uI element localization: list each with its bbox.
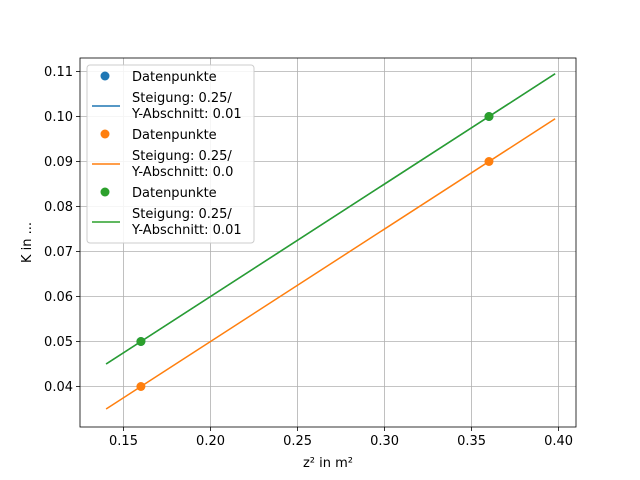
legend-marker-series-1 <box>100 71 110 81</box>
legend-fit-label-line1: Steigung: 0.25/ <box>132 149 232 164</box>
legend-box <box>86 64 255 244</box>
x-tick-label: 0.40 <box>544 434 573 449</box>
x-tick-label: 0.15 <box>109 434 138 449</box>
legend-fit-label-line1: Steigung: 0.25/ <box>132 91 232 106</box>
y-tick-label: 0.04 <box>44 380 73 395</box>
y-tick-label: 0.11 <box>44 65 73 80</box>
x-axis-label: z² in m² <box>303 456 353 471</box>
legend-marker-series-3 <box>100 187 110 197</box>
fit-line-series-2 <box>105 118 556 410</box>
y-tick-label: 0.06 <box>44 290 73 305</box>
legend-marker-series-2 <box>100 129 110 139</box>
y-tick-label: 0.07 <box>44 245 73 260</box>
y-tick-label: 0.09 <box>44 155 73 170</box>
legend-fit-label-line2: Y-Abschnitt: 0.01 <box>131 223 242 238</box>
x-tick-label: 0.20 <box>196 434 225 449</box>
y-tick-label: 0.10 <box>44 110 73 125</box>
plot-frame <box>79 57 577 428</box>
data-point-series-2 <box>484 157 494 166</box>
legend-scatter-label: Datenpunkte <box>132 186 217 201</box>
y-tick-label: 0.05 <box>44 335 73 350</box>
data-point-series-3 <box>136 337 146 346</box>
legend-fit-label-line2: Y-Abschnitt: 0.01 <box>131 107 242 122</box>
x-tick-label: 0.30 <box>370 434 399 449</box>
fit-line-series-3 <box>105 73 556 365</box>
data-point-series-2 <box>136 382 146 391</box>
legend-scatter-label: Datenpunkte <box>132 128 217 143</box>
y-tick-label: 0.08 <box>44 200 73 215</box>
y-axis-label: K in ... <box>20 222 35 263</box>
legend-fit-label-line2: Y-Abschnitt: 0.0 <box>131 165 233 180</box>
x-tick-label: 0.35 <box>457 434 486 449</box>
legend-scatter-label: Datenpunkte <box>132 70 217 85</box>
x-tick-label: 0.25 <box>283 434 312 449</box>
data-point-series-3 <box>484 112 494 121</box>
legend-fit-label-line1: Steigung: 0.25/ <box>132 207 232 222</box>
